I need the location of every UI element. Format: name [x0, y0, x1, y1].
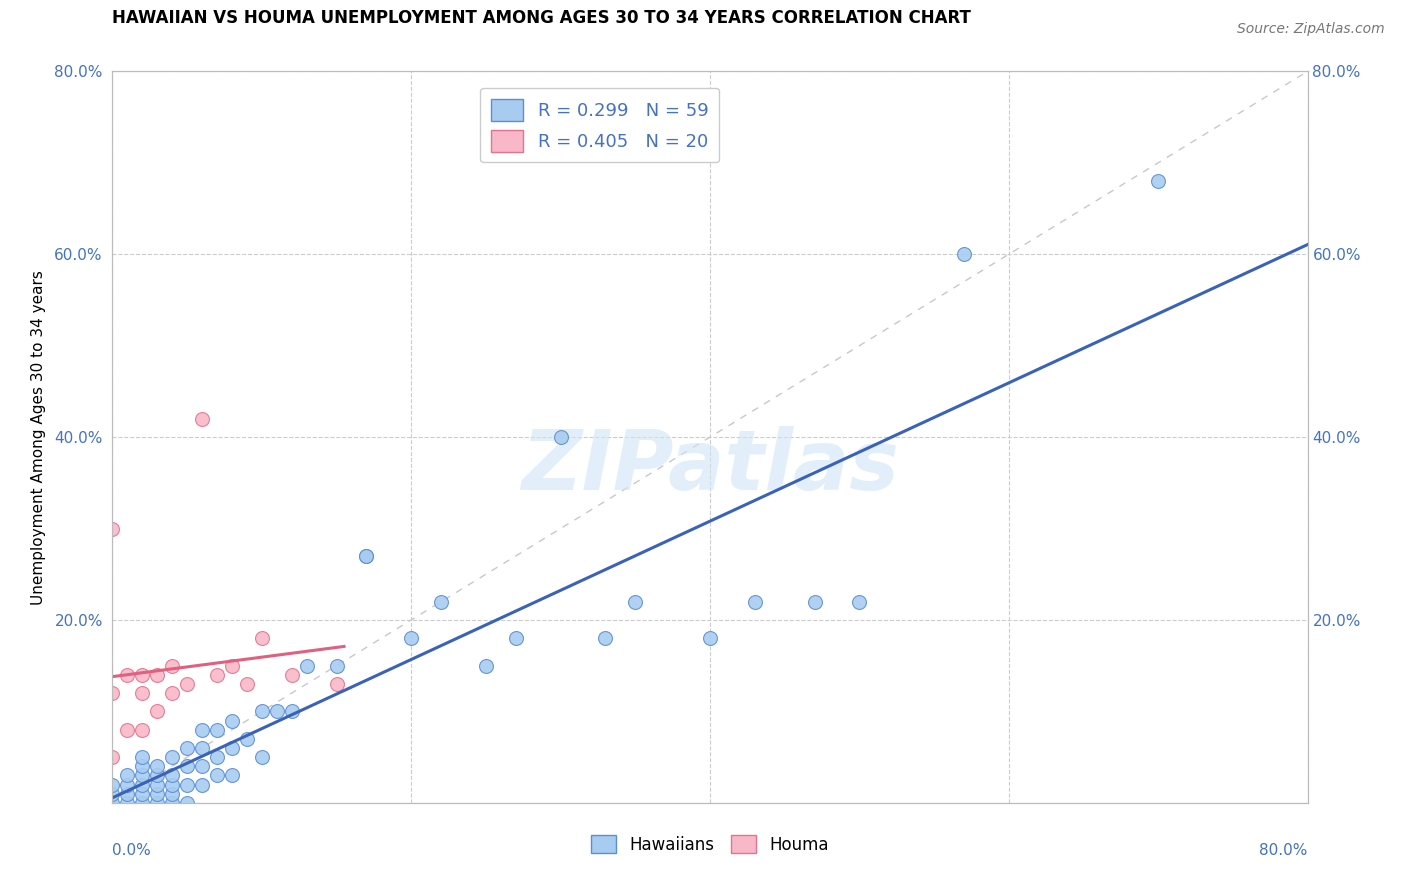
Point	[205, 768, 228, 782]
Point	[281, 667, 304, 681]
Point	[699, 632, 721, 646]
Point	[101, 796, 124, 810]
Point	[401, 632, 423, 646]
Point	[595, 632, 617, 646]
Point	[146, 796, 169, 810]
Point	[162, 778, 183, 792]
Point	[162, 796, 183, 810]
Point	[176, 759, 198, 773]
Point	[101, 778, 124, 792]
Text: 0.0%: 0.0%	[112, 843, 152, 858]
Point	[191, 723, 214, 737]
Text: HAWAIIAN VS HOUMA UNEMPLOYMENT AMONG AGES 30 TO 34 YEARS CORRELATION CHART: HAWAIIAN VS HOUMA UNEMPLOYMENT AMONG AGE…	[112, 10, 972, 28]
Point	[117, 768, 139, 782]
Point	[162, 768, 183, 782]
Point	[131, 723, 153, 737]
Point	[281, 705, 304, 719]
Point	[101, 521, 124, 535]
Point	[295, 658, 318, 673]
Legend: Hawaiians, Houma: Hawaiians, Houma	[585, 829, 835, 860]
Point	[1147, 174, 1170, 188]
Text: 80.0%: 80.0%	[1260, 843, 1308, 858]
Point	[146, 759, 169, 773]
Point	[624, 594, 647, 608]
Point	[146, 768, 169, 782]
Point	[250, 705, 273, 719]
Point	[205, 723, 228, 737]
Point	[162, 686, 183, 700]
Point	[117, 796, 139, 810]
Point	[101, 686, 124, 700]
Point	[266, 705, 288, 719]
Point	[221, 714, 243, 728]
Point	[162, 787, 183, 801]
Point	[176, 740, 198, 755]
Point	[117, 778, 139, 792]
Point	[131, 667, 153, 681]
Point	[162, 658, 183, 673]
Point	[146, 667, 169, 681]
Point	[101, 787, 124, 801]
Point	[325, 677, 347, 691]
Point	[146, 787, 169, 801]
Point	[221, 740, 243, 755]
Point	[146, 705, 169, 719]
Point	[953, 247, 976, 261]
Point	[191, 740, 214, 755]
Point	[176, 796, 198, 810]
Point	[325, 658, 347, 673]
Point	[236, 731, 259, 746]
Point	[117, 787, 139, 801]
Point	[131, 796, 153, 810]
Point	[162, 750, 183, 764]
Point	[221, 768, 243, 782]
Point	[176, 778, 198, 792]
Point	[356, 549, 378, 563]
Point	[131, 787, 153, 801]
Point	[131, 686, 153, 700]
Point	[205, 667, 228, 681]
Point	[744, 594, 766, 608]
Point	[550, 430, 572, 444]
Point	[191, 412, 214, 426]
Point	[430, 594, 453, 608]
Point	[131, 768, 153, 782]
Point	[236, 677, 259, 691]
Point	[475, 658, 498, 673]
Point	[221, 658, 243, 673]
Point	[803, 594, 825, 608]
Point	[131, 759, 153, 773]
Point	[250, 632, 273, 646]
Point	[146, 778, 169, 792]
Text: Source: ZipAtlas.com: Source: ZipAtlas.com	[1237, 22, 1385, 37]
Point	[848, 594, 870, 608]
Point	[191, 778, 214, 792]
Point	[176, 677, 198, 691]
Point	[117, 667, 139, 681]
Point	[101, 750, 124, 764]
Point	[131, 778, 153, 792]
Y-axis label: Unemployment Among Ages 30 to 34 years: Unemployment Among Ages 30 to 34 years	[31, 269, 46, 605]
Point	[505, 632, 527, 646]
Point	[131, 750, 153, 764]
Point	[356, 549, 378, 563]
Point	[117, 723, 139, 737]
Point	[250, 750, 273, 764]
Point	[205, 750, 228, 764]
Point	[191, 759, 214, 773]
Text: ZIPatlas: ZIPatlas	[522, 425, 898, 507]
